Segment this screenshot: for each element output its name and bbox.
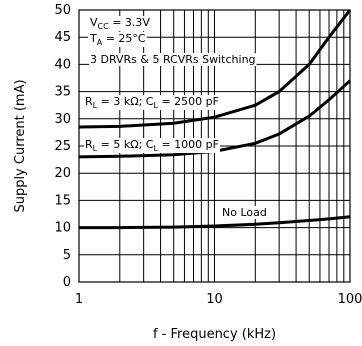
y-tick-label: 45 — [54, 30, 71, 45]
condition-annotation: 3 DRVRs & 5 RCVRs Switching — [90, 53, 256, 66]
curves — [78, 9, 352, 230]
y-axis-title: Supply Current (mA) — [13, 79, 28, 212]
annotation-background — [221, 206, 268, 219]
y-tick-label: 35 — [54, 85, 71, 100]
tick-labels: 0 5 10 15 20 25 30 35 40 45 50 1 10 100 — [54, 3, 362, 307]
x-tick-label: 10 — [206, 292, 223, 307]
annotation-background — [88, 32, 147, 47]
y-tick-label: 50 — [54, 3, 71, 18]
annotation-background — [84, 138, 220, 153]
y-tick-label: 0 — [63, 275, 71, 290]
y-tick-label: 25 — [54, 139, 71, 154]
curve-3k-2500pf — [78, 9, 352, 129]
series-label-5k: RL = 5 kΩ; CL = 1000 pF — [85, 138, 219, 153]
series-label-no-load: No Load — [222, 206, 267, 219]
curve-5k-1000pf — [78, 79, 352, 159]
annotation-background — [89, 16, 152, 31]
ta-annotation: TA = 25°C — [89, 32, 146, 47]
annotations: VCC = 3.3V TA = 25°C 3 DRVRs & 5 RCVRs S… — [84, 16, 268, 219]
y-tick-label: 5 — [63, 248, 71, 263]
y-tick-label: 40 — [54, 57, 71, 72]
annotation-background — [89, 53, 257, 66]
vcc-annotation: VCC = 3.3V — [90, 16, 150, 31]
y-tick-label: 15 — [54, 193, 71, 208]
y-tick-label: 10 — [54, 221, 71, 236]
x-tick-label: 100 — [338, 292, 362, 307]
y-tick-label: 30 — [54, 112, 71, 127]
curve-no-load — [79, 215, 351, 230]
y-tick-label: 20 — [54, 166, 71, 181]
series-label-3k: RL = 3 kΩ; CL = 2500 pF — [85, 95, 219, 110]
annotation-background — [84, 95, 220, 110]
x-axis-title: f - Frequency (kHz) — [153, 327, 276, 342]
plot-frame — [78, 9, 351, 283]
x-tick-label: 1 — [75, 292, 83, 307]
